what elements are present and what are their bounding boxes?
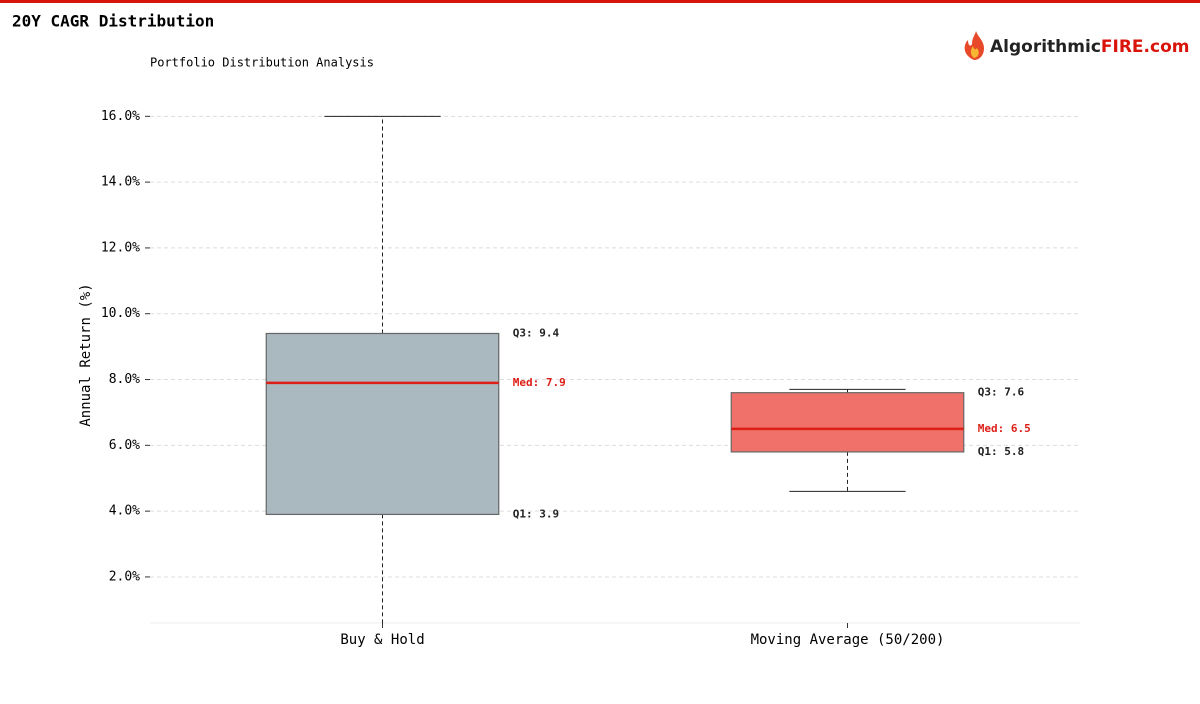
y-tick-label: 6.0%: [109, 438, 140, 453]
y-tick-label: 4.0%: [109, 504, 140, 519]
logo-text-b: FIRE.com: [1101, 37, 1190, 57]
y-tick-label: 8.0%: [109, 372, 140, 387]
data-label: Q3: 9.4: [513, 326, 560, 339]
data-label: Q3: 7.6: [978, 386, 1025, 399]
logo-text-a: Algorithmic: [990, 37, 1101, 57]
y-axis-label: Annual Return (%): [78, 283, 94, 426]
y-tick-label: 16.0%: [101, 109, 140, 124]
y-tick-label: 14.0%: [101, 175, 140, 190]
data-label: Med: 7.9: [513, 376, 566, 389]
y-tick-label: 12.0%: [101, 240, 140, 255]
y-tick-label: 2.0%: [109, 569, 140, 584]
x-tick-label: Moving Average (50/200): [751, 632, 945, 648]
logo-flame: [964, 31, 984, 60]
subtitle: Portfolio Distribution Analysis: [150, 56, 374, 70]
logo-text: AlgorithmicFIRE.com: [990, 37, 1189, 57]
data-label: Q1: 5.8: [978, 445, 1024, 458]
logo-flame-inner: [970, 46, 979, 58]
data-label: Med: 6.5: [978, 422, 1031, 435]
box: [265, 332, 500, 516]
top-bar: [0, 0, 1200, 3]
x-tick-label: Buy & Hold: [340, 632, 424, 648]
box: [730, 392, 965, 453]
y-tick-label: 10.0%: [101, 306, 140, 321]
title: 20Y CAGR Distribution: [12, 12, 214, 31]
logo: AlgorithmicFIRE.com: [964, 31, 1189, 60]
plot-area: [265, 115, 965, 623]
data-label: Q1: 3.9: [513, 507, 559, 520]
